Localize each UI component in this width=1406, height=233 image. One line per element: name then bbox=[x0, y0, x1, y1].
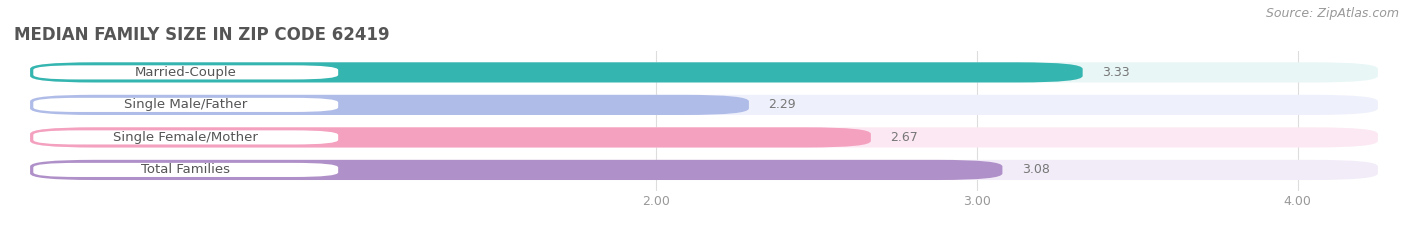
FancyBboxPatch shape bbox=[34, 98, 339, 112]
Text: Single Female/Mother: Single Female/Mother bbox=[114, 131, 259, 144]
Text: Married-Couple: Married-Couple bbox=[135, 66, 236, 79]
FancyBboxPatch shape bbox=[30, 95, 1378, 115]
Text: 2.29: 2.29 bbox=[768, 98, 796, 111]
FancyBboxPatch shape bbox=[34, 65, 339, 79]
Text: 3.33: 3.33 bbox=[1102, 66, 1129, 79]
FancyBboxPatch shape bbox=[30, 62, 1083, 82]
FancyBboxPatch shape bbox=[30, 160, 1002, 180]
FancyBboxPatch shape bbox=[30, 95, 749, 115]
Text: 2.67: 2.67 bbox=[890, 131, 918, 144]
FancyBboxPatch shape bbox=[34, 163, 339, 177]
Text: 3.08: 3.08 bbox=[1022, 163, 1049, 176]
FancyBboxPatch shape bbox=[34, 130, 339, 144]
FancyBboxPatch shape bbox=[30, 62, 1378, 82]
Text: Total Families: Total Families bbox=[141, 163, 231, 176]
FancyBboxPatch shape bbox=[30, 160, 1378, 180]
Text: Source: ZipAtlas.com: Source: ZipAtlas.com bbox=[1265, 7, 1399, 20]
Text: MEDIAN FAMILY SIZE IN ZIP CODE 62419: MEDIAN FAMILY SIZE IN ZIP CODE 62419 bbox=[14, 26, 389, 44]
Text: Single Male/Father: Single Male/Father bbox=[124, 98, 247, 111]
FancyBboxPatch shape bbox=[30, 127, 870, 147]
FancyBboxPatch shape bbox=[30, 127, 1378, 147]
